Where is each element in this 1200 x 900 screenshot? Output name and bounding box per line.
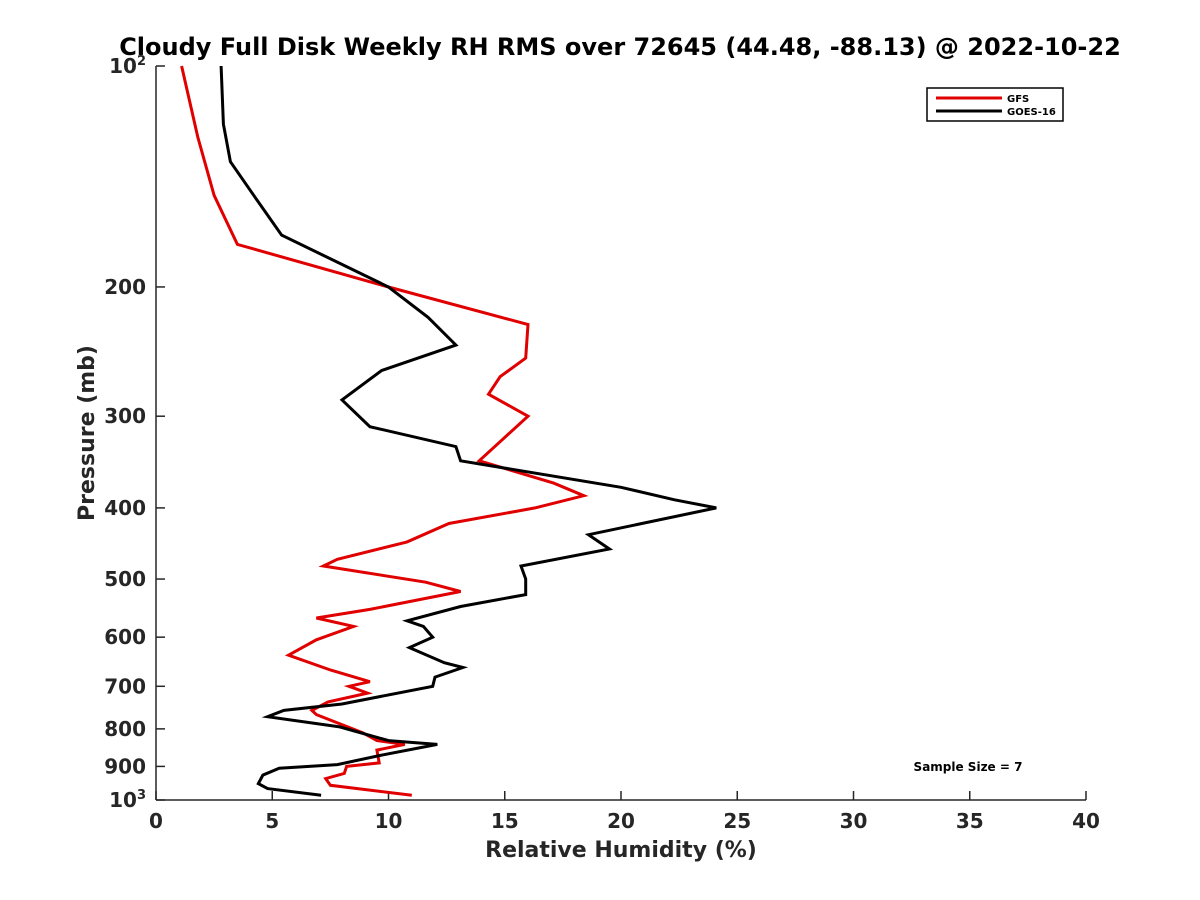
y-tick-label: 400 — [104, 496, 146, 520]
x-tick-label: 10 — [375, 809, 403, 833]
legend-label: GFS — [1007, 94, 1029, 105]
plot-series — [180, 65, 717, 797]
legend-box — [926, 87, 1064, 122]
sample-size-annotation: Sample Size = 7 — [914, 760, 1023, 774]
y-axis-label: Pressure (mb) — [75, 345, 100, 521]
x-tick-label: 35 — [956, 809, 984, 833]
legend: GFS GOES-16 — [926, 87, 1064, 122]
x-tick-label: 25 — [723, 809, 751, 833]
series-line-goes-16 — [219, 65, 717, 797]
y-tick-label: 700 — [104, 674, 146, 698]
y-tick-label: 103 — [109, 788, 146, 812]
y-tick-label: 102 — [109, 54, 146, 78]
y-tick-label: 200 — [104, 275, 146, 299]
axis-ticks: 0 5 10 15 20 25 30 35 40 102 200 300 400 500 600 700 800… — [104, 54, 1100, 833]
chart-title: Cloudy Full Disk Weekly RH RMS over 7264… — [119, 33, 1121, 61]
x-tick-label: 0 — [149, 809, 163, 833]
y-tick-label: 500 — [104, 567, 146, 591]
x-tick-label: 5 — [265, 809, 279, 833]
x-tick-label: 15 — [491, 809, 519, 833]
series-line-gfs — [180, 65, 589, 797]
y-tick-label: 800 — [104, 717, 146, 741]
y-tick-label: 300 — [104, 404, 146, 428]
y-tick-label: 600 — [104, 625, 146, 649]
x-tick-label: 40 — [1072, 809, 1100, 833]
x-tick-label: 30 — [840, 809, 868, 833]
legend-label: GOES-16 — [1007, 107, 1056, 118]
x-axis-label: Relative Humidity (%) — [485, 838, 757, 863]
x-tick-label: 20 — [607, 809, 635, 833]
y-tick-label: 900 — [104, 754, 146, 778]
